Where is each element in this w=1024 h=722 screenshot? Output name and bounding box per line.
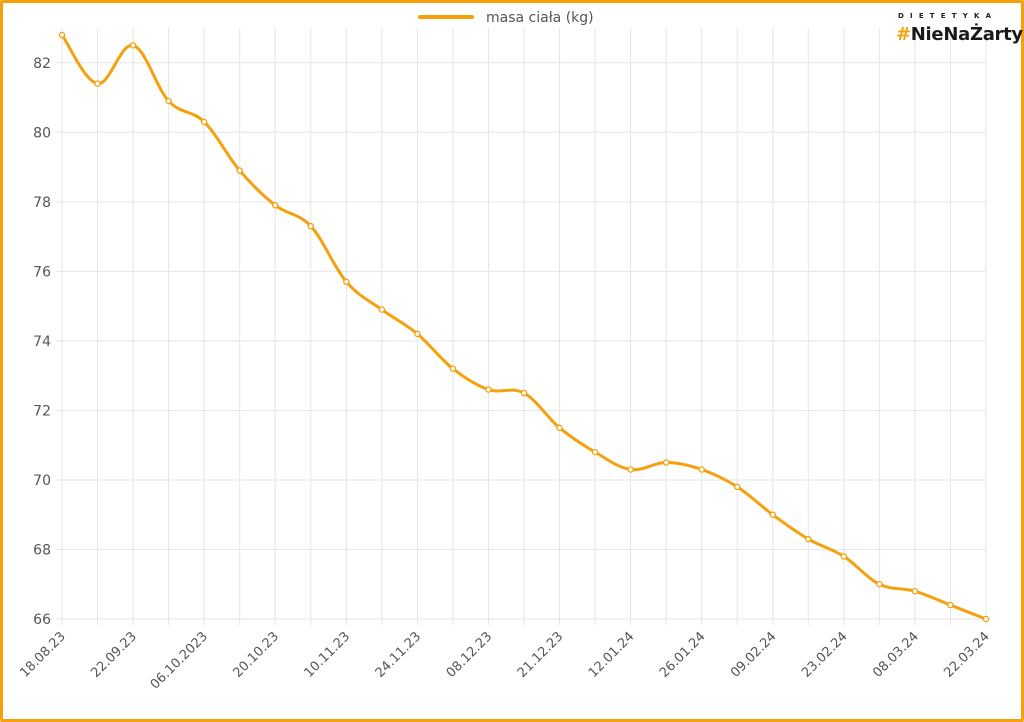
grid [56, 28, 987, 625]
x-tick-label: 21.12.23 [515, 629, 567, 681]
x-tick-label: 26.01.24 [657, 629, 709, 681]
data-point [911, 587, 919, 595]
logo-subtitle: DIETETYKA [898, 12, 998, 20]
x-tick-label: 24.11.23 [373, 629, 425, 681]
y-tick-label: 68 [33, 542, 51, 558]
data-point [236, 167, 243, 174]
data-point [343, 278, 350, 286]
y-axis-ticks: 66 68 70 72 74 76 78 80 82 [33, 56, 51, 628]
data-point [556, 424, 563, 432]
x-tick-label: 09.02.24 [728, 629, 780, 681]
x-tick-label: 23.02.24 [799, 629, 851, 681]
x-axis-ticks: 18.08.23 22.09.23 06.10.2023 20.10.23 10.11.… [17, 629, 993, 692]
data-point [876, 580, 883, 588]
data-point [591, 448, 599, 456]
data-point [947, 601, 954, 609]
x-tick-label: 18.08.23 [17, 629, 69, 681]
data-point [94, 80, 101, 87]
data-point [769, 511, 777, 518]
y-tick-label: 78 [33, 195, 51, 211]
data-point [200, 118, 208, 126]
y-tick-label: 66 [33, 612, 51, 628]
y-tick-label: 80 [33, 125, 51, 141]
x-tick-label: 22.03.24 [941, 629, 993, 681]
x-tick-label: 08.03.24 [870, 629, 922, 681]
data-point [662, 459, 670, 466]
logo-name: NieNaŻarty [910, 24, 1023, 45]
data-point [271, 202, 279, 209]
data-point [129, 42, 137, 49]
y-tick-label: 82 [33, 56, 51, 72]
x-tick-label: 10.11.23 [302, 629, 354, 681]
x-tick-label: 22.09.23 [88, 629, 140, 681]
data-point [307, 222, 315, 230]
y-tick-label: 74 [33, 334, 51, 350]
data-point [982, 615, 990, 623]
data-point [698, 466, 705, 473]
x-tick-label: 20.10.23 [231, 629, 283, 681]
logo-hash: # [896, 24, 911, 45]
x-tick-label: 12.01.24 [586, 629, 638, 681]
y-tick-label: 76 [33, 264, 51, 280]
data-point [485, 386, 492, 393]
data-point [733, 483, 741, 491]
data-point [58, 31, 66, 39]
x-tick-label: 08.12.23 [444, 629, 496, 681]
data-point [627, 466, 634, 473]
data-point [165, 97, 172, 105]
data-point [378, 306, 386, 313]
y-tick-label: 70 [33, 473, 51, 489]
y-tick-label: 72 [33, 403, 51, 419]
data-point [520, 389, 528, 397]
legend-label: masa ciała (kg) [486, 10, 594, 26]
logo: #NieNaŻarty [896, 24, 1023, 45]
series-points [58, 31, 990, 623]
legend: masa ciała (kg) [418, 10, 594, 26]
data-point [805, 535, 812, 543]
x-tick-label: 06.10.2023 [148, 629, 211, 692]
data-point [449, 365, 457, 372]
data-point [414, 330, 421, 338]
data-point [840, 553, 848, 560]
